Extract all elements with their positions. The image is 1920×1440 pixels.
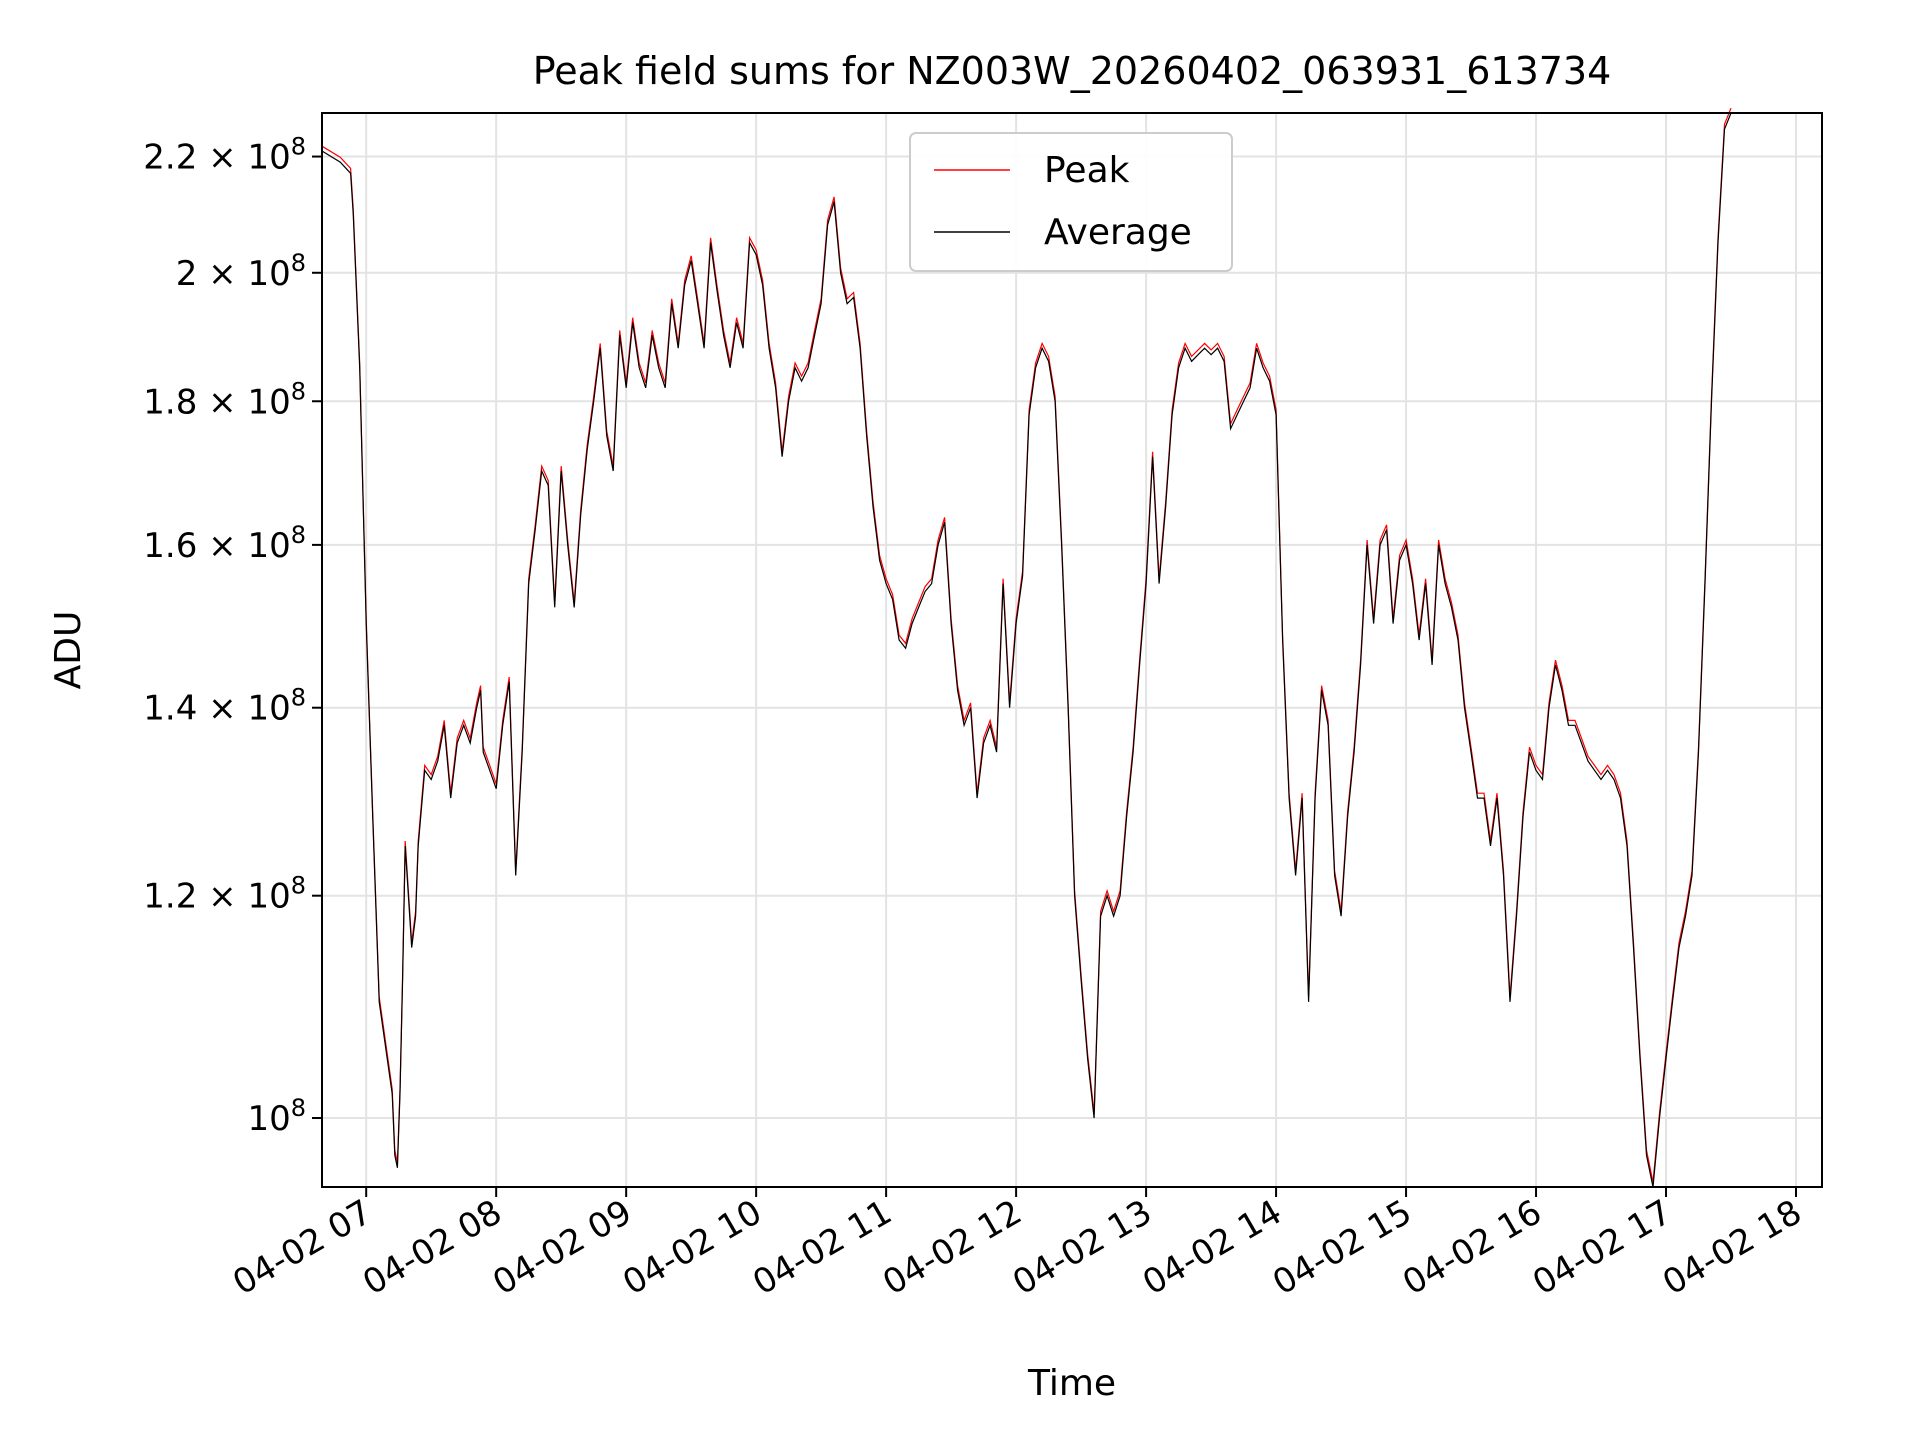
series-line-peak	[321, 107, 1732, 1183]
plot-frame	[321, 112, 1823, 1188]
plot-lines	[321, 107, 1732, 1188]
y-tick-label: 1.6 × 108	[143, 521, 306, 566]
y-tick-label: 1.2 × 108	[143, 872, 306, 917]
series-line-average	[321, 112, 1732, 1188]
y-axis-label: ADU	[48, 611, 89, 690]
x-axis-label: Time	[1027, 1363, 1116, 1404]
legend-box	[909, 132, 1233, 272]
y-tick-label: 2 × 108	[176, 249, 306, 294]
legend: Peak Average	[909, 132, 1233, 272]
legend-label-average: Average	[1044, 212, 1192, 253]
legend-label-peak: Peak	[1044, 150, 1130, 191]
grid-lines	[322, 113, 1822, 1187]
chart-title: Peak field sums for NZ003W_20260402_0639…	[533, 49, 1612, 93]
y-tick-label: 2.2 × 108	[143, 133, 306, 178]
y-tick-label: 1.8 × 108	[143, 377, 306, 422]
y-tick-label: 1.4 × 108	[143, 684, 306, 729]
